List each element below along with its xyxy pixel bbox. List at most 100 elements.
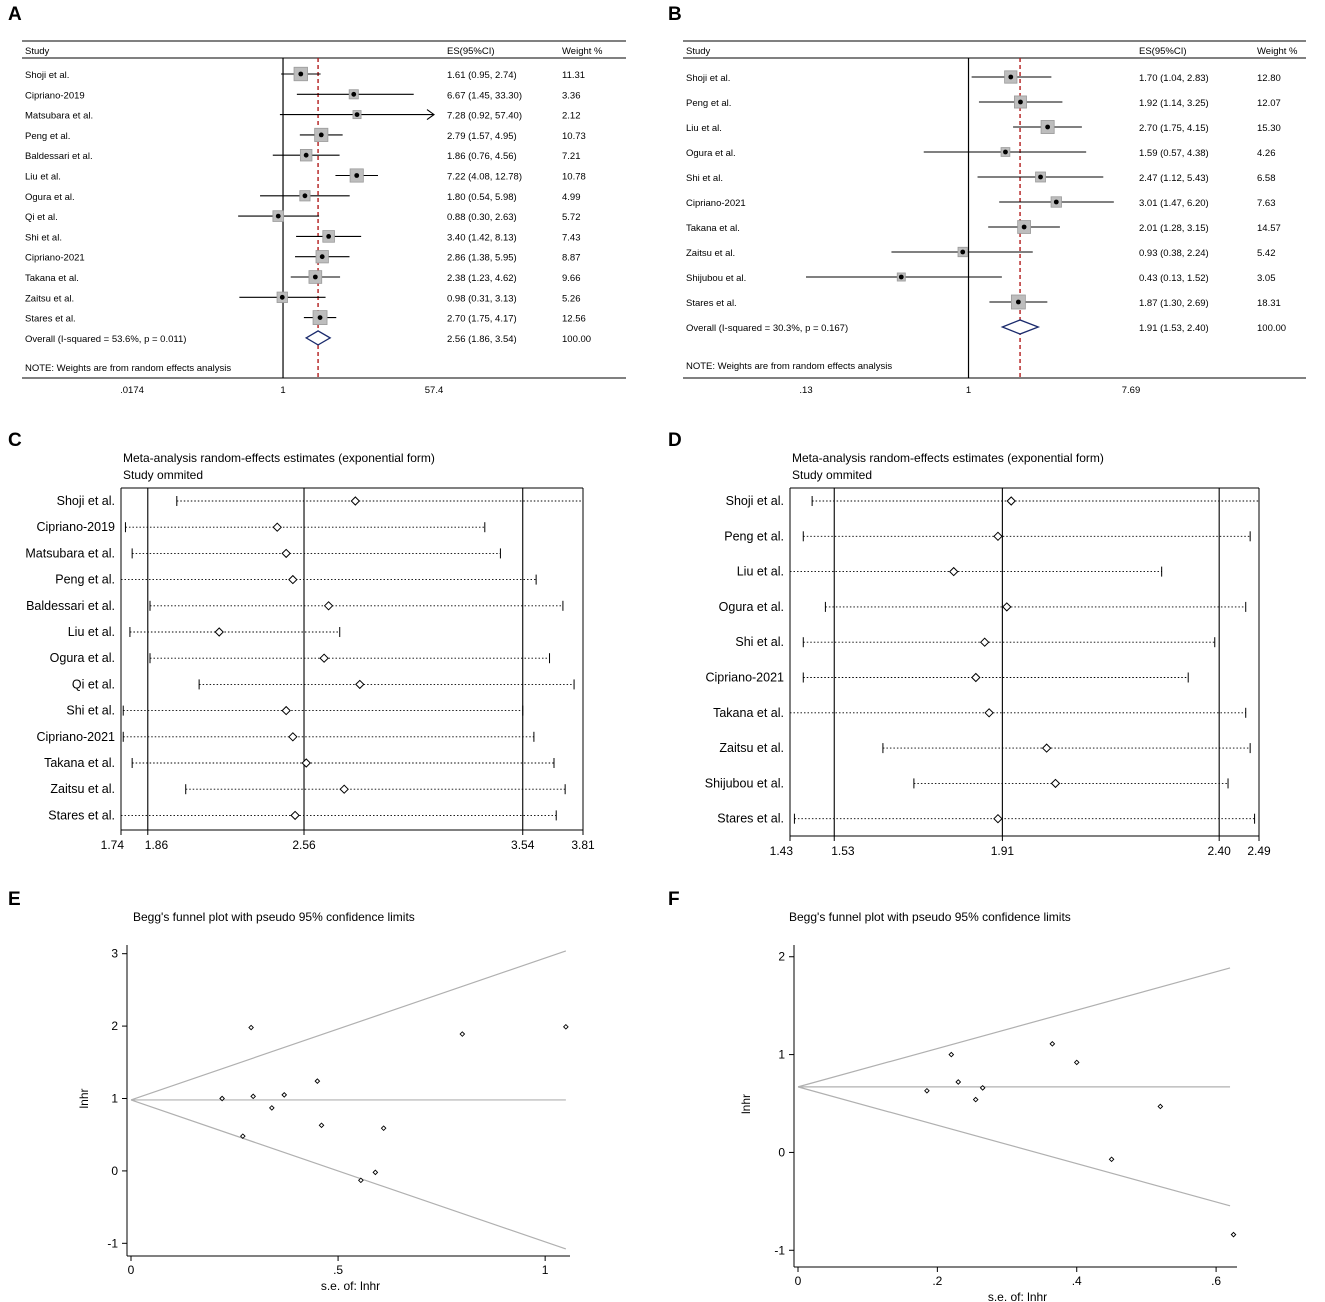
estimate-marker [984,708,994,718]
axis-tick-label: 1.91 [991,844,1015,858]
axis-tick-label: 57.4 [425,385,444,396]
es-ci-value: 3.01 (1.47, 6.20) [1139,198,1209,209]
panel-label-a: A [8,4,22,25]
y-tick-label: 0 [778,1145,785,1159]
omitted-study-label: Liu et al. [737,565,784,579]
study-label: Liu et al. [25,172,61,183]
point-estimate [1045,124,1051,130]
es-ci-value: 0.43 (0.13, 1.52) [1139,273,1209,284]
weights-note: NOTE: Weights are from random effects an… [686,361,892,372]
weight-value: 9.66 [562,273,581,284]
point-estimate [1053,199,1059,205]
x-axis-label-f: s.e. of: lnhr [988,1290,1047,1302]
study-label: Cipriano-2021 [25,253,85,264]
plot-title-c: Meta-analysis random-effects estimates (… [123,451,435,465]
es-ci-value: 2.79 (1.57, 4.95) [447,131,517,142]
y-tick-label: -1 [774,1243,785,1257]
study-point [1230,1231,1237,1238]
study-point [979,1085,986,1091]
header-weight-a: Weight % [562,46,603,57]
plot-subtitle-c: Study ommited [123,468,203,482]
omitted-study-label: Peng et al. [55,573,115,587]
omitted-study-label: Takana et al. [713,706,784,720]
study-point [924,1087,930,1094]
weight-value: 3.05 [1257,273,1276,284]
omitted-study-label: Takana et al. [44,756,115,770]
omitted-study-label: Shi et al. [735,635,784,649]
ci-arrow [426,109,435,121]
axis-tick-label: 3.81 [571,838,595,852]
point-estimate [354,173,360,178]
y-tick-label: 3 [111,947,118,961]
estimate-marker [281,548,291,559]
es-ci-value: 1.70 (1.04, 2.83) [1139,73,1209,84]
weight-value: 4.99 [562,192,581,203]
study-label: Peng et al. [25,131,70,142]
weight-value: 10.78 [562,172,586,183]
estimate-marker [281,705,291,716]
omitted-study-label: Zaitsu et al. [719,741,784,755]
point-estimate [303,152,309,158]
estimate-marker [288,732,298,742]
es-ci-value: 1.87 (1.30, 2.69) [1139,298,1209,309]
axis-tick-label: 1 [966,385,971,396]
es-ci-value: 1.92 (1.14, 3.25) [1139,98,1209,109]
study-point [1073,1059,1080,1066]
omitted-study-label: Ogura et al. [719,600,784,614]
header-weight-b: Weight % [1257,46,1298,57]
study-label: Baldessari et al. [25,151,93,162]
x-tick-label: 0 [128,1263,135,1277]
study-point [239,1133,246,1139]
panel-label-b: B [668,4,682,25]
weight-value: 7.43 [562,232,581,243]
point-estimate [275,213,281,219]
omitted-study-label: Ogura et al. [50,651,115,665]
study-point [372,1169,379,1176]
omitted-study-label: Shi et al. [66,704,115,718]
study-label: Qi et al. [25,212,58,223]
sensitivity-plot-c: C Meta-analysis random-effects estimates … [8,430,595,852]
point-estimate [302,193,308,199]
omitted-study-label: Matsubara et al. [25,546,115,560]
point-estimate [898,274,904,280]
es-ci-value: 2.47 (1.12, 5.43) [1139,173,1209,184]
estimate-marker [301,758,311,768]
weight-value: 8.87 [562,253,581,264]
study-point [358,1177,364,1184]
estimate-marker [350,496,361,506]
study-label: Shi et al. [686,173,723,184]
es-ci-value: 2.70 (1.75, 4.15) [1139,123,1209,134]
panel-label-d: D [668,430,682,451]
point-estimate [1008,74,1014,80]
weight-value: 18.31 [1257,298,1281,309]
point-estimate [312,274,318,280]
es-ci-value: 1.59 (0.57, 4.38) [1139,148,1209,159]
point-estimate [1015,299,1021,305]
es-ci-value: 2.01 (1.28, 3.15) [1139,223,1209,234]
omitted-study-label: Cipriano-2021 [36,730,115,744]
estimate-marker [214,627,224,637]
point-estimate [319,254,325,260]
omitted-study-label: Baldessari et al. [26,599,115,613]
plot-subtitle-d: Study ommited [792,468,872,482]
x-tick-label: .4 [1072,1274,1082,1288]
estimate-marker [323,601,334,611]
axis-tick-label: .13 [799,385,812,396]
study-point [563,1023,569,1030]
point-estimate [318,132,324,138]
axis-tick-label: 1.86 [145,838,169,852]
es-ci-value: 3.40 (1.42, 8.13) [447,232,517,243]
estimate-marker [1041,743,1052,753]
header-es-a: ES(95%CI) [447,46,495,57]
study-label: Liu et al. [686,123,722,134]
estimate-marker [1050,778,1061,789]
panel-label-e: E [8,889,21,910]
estimate-marker [288,574,298,585]
study-point [281,1092,288,1098]
upper-confidence-limit [797,967,1231,1088]
weight-value: 12.80 [1257,73,1281,84]
study-label: Matsubara et al. [25,111,93,122]
study-label: Shi et al. [25,232,62,243]
es-ci-value: 6.67 (1.45, 33.30) [447,90,522,101]
